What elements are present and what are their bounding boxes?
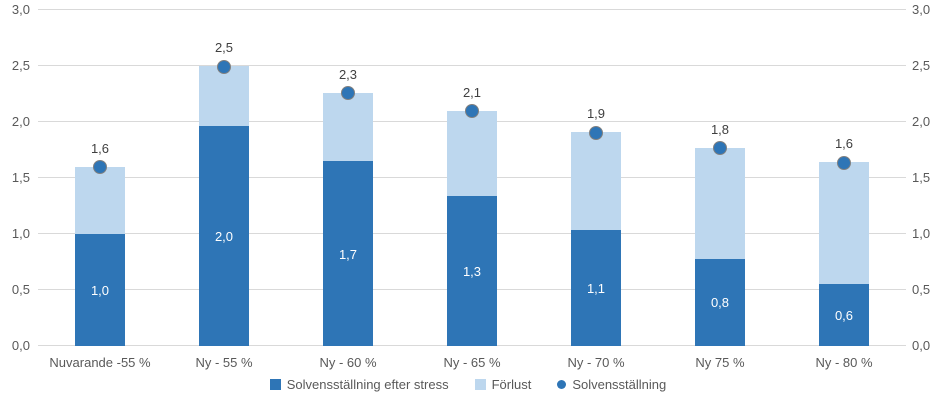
- legend-item-forlust: Förlust: [474, 377, 532, 392]
- solvency-marker-dot: [216, 59, 231, 74]
- bar-segment-forlust: [819, 162, 869, 285]
- legend-item-label: Solvensställning: [572, 377, 667, 392]
- solvency-marker-label: 2,5: [214, 40, 234, 55]
- y-axis-tick-left: 0,0: [11, 338, 30, 353]
- bar-segment-stress: [819, 284, 869, 346]
- x-axis-category-label: Ny - 65 %: [443, 355, 501, 370]
- solvency-marker-dot: [340, 86, 355, 101]
- bar-segment-forlust: [571, 132, 621, 230]
- solvency-marker-dot: [588, 125, 603, 140]
- legend-item-label: Förlust: [491, 377, 532, 392]
- x-axis-category-label: Ny - 80 %: [815, 355, 873, 370]
- y-axis-tick-right: 3,0: [912, 2, 931, 17]
- bar-group-4: 1,3 2,1: [447, 10, 497, 346]
- legend-item-stress: Solvensställning efter stress: [269, 377, 449, 392]
- solvency-marker-dot: [712, 141, 727, 156]
- plot-area: 1,0 1,6 2,0 2,5 1,7 2,3 1,3 2,1 1,1 1,9 0,8 1,8 0,6 1…: [38, 9, 906, 346]
- chart-legend: Solvensställning efter stress Förlust Solv…: [0, 377, 936, 392]
- bar-segment-label: 1,7: [338, 246, 358, 262]
- bar-group-7: 0,6 1,6: [819, 10, 869, 346]
- y-axis-tick-right: 1,0: [912, 226, 931, 241]
- bar-group-3: 1,7 2,3: [323, 10, 373, 346]
- x-axis-category-label: Nuvarande -55 %: [49, 355, 151, 370]
- bar-segment-label: 0,6: [834, 308, 854, 324]
- gridline: [38, 65, 906, 66]
- legend-color-swatch-icon: [269, 379, 281, 390]
- bar-segment-label: 0,8: [710, 295, 730, 311]
- bar-segment-stress: [75, 234, 125, 346]
- y-axis-tick-left: 2,0: [11, 114, 30, 129]
- legend-item-label: Solvensställning efter stress: [286, 377, 449, 392]
- bar-segment-forlust: [447, 110, 497, 196]
- x-axis-category-label: Ny - 70 %: [567, 355, 625, 370]
- bar-segment-label: 1,0: [90, 283, 110, 298]
- bar-segment-label: 2,0: [214, 229, 234, 245]
- bar-segment-forlust: [323, 92, 373, 162]
- bar-segment-stress: [571, 229, 621, 346]
- solvency-marker-dot: [836, 155, 851, 170]
- x-axis-category-label: Ny - 55 %: [195, 355, 253, 370]
- y-axis-tick-left: 3,0: [11, 2, 30, 17]
- y-axis-tick-right: 0,0: [912, 338, 931, 353]
- solvency-marker-label: 2,3: [338, 66, 358, 82]
- solvency-marker-dot: [464, 104, 479, 119]
- y-axis-tick-right: 1,5: [912, 170, 931, 185]
- bar-segment-stress: [695, 258, 745, 346]
- bar-segment-stress: [199, 126, 249, 346]
- gridline: [38, 9, 906, 10]
- bar-segment-forlust: [695, 147, 745, 259]
- bar-group-2: 2,0 2,5: [199, 10, 249, 346]
- solvency-marker-label: 1,9: [586, 106, 606, 122]
- bar-segment-label: 1,3: [462, 263, 482, 279]
- bar-group-6: 0,8 1,8: [695, 10, 745, 346]
- y-axis-tick-left: 0,5: [11, 282, 30, 297]
- legend-marker-dot-icon: [557, 380, 567, 389]
- bar-segment-forlust: [199, 66, 249, 127]
- solvency-marker-dot: [92, 160, 107, 175]
- solvency-marker-label: 2,1: [462, 84, 482, 100]
- solvency-marker-label: 1,6: [834, 136, 854, 152]
- y-axis-tick-right: 2,5: [912, 58, 931, 73]
- y-axis-tick-right: 2,0: [912, 114, 931, 129]
- solvency-marker-label: 1,6: [90, 140, 110, 156]
- y-axis-tick-right: 0,5: [912, 282, 931, 297]
- y-axis-tick-left: 1,0: [11, 226, 30, 241]
- solvency-marker-label: 1,8: [710, 121, 730, 137]
- bar-group-1: 1,0 1,6: [75, 10, 125, 346]
- legend-item-solvensstallning: Solvensställning: [557, 377, 666, 392]
- bar-segment-stress: [447, 195, 497, 346]
- bar-segment-forlust: [75, 166, 125, 234]
- y-axis-tick-left: 2,5: [11, 58, 30, 73]
- x-axis-category-label: Ny 75 %: [695, 355, 745, 370]
- legend-color-swatch-icon: [474, 379, 486, 390]
- bar-segment-stress: [323, 161, 373, 346]
- y-axis-tick-left: 1,5: [11, 170, 30, 185]
- bar-segment-label: 1,1: [586, 280, 606, 296]
- x-axis-category-label: Ny - 60 %: [319, 355, 377, 370]
- bar-group-5: 1,1 1,9: [571, 10, 621, 346]
